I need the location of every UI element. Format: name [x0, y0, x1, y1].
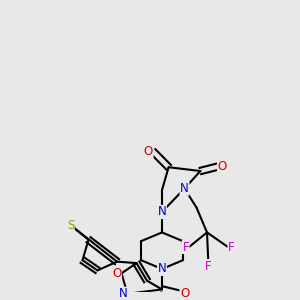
Text: O: O: [180, 287, 189, 300]
Text: N: N: [158, 206, 166, 218]
Text: N: N: [119, 287, 128, 300]
Text: N: N: [158, 262, 166, 275]
Text: S: S: [67, 219, 74, 232]
Text: O: O: [112, 267, 122, 280]
Text: F: F: [228, 241, 235, 254]
Text: O: O: [218, 160, 227, 173]
Text: F: F: [205, 260, 212, 272]
Text: F: F: [182, 241, 189, 254]
Text: O: O: [144, 145, 153, 158]
Text: N: N: [180, 182, 189, 195]
